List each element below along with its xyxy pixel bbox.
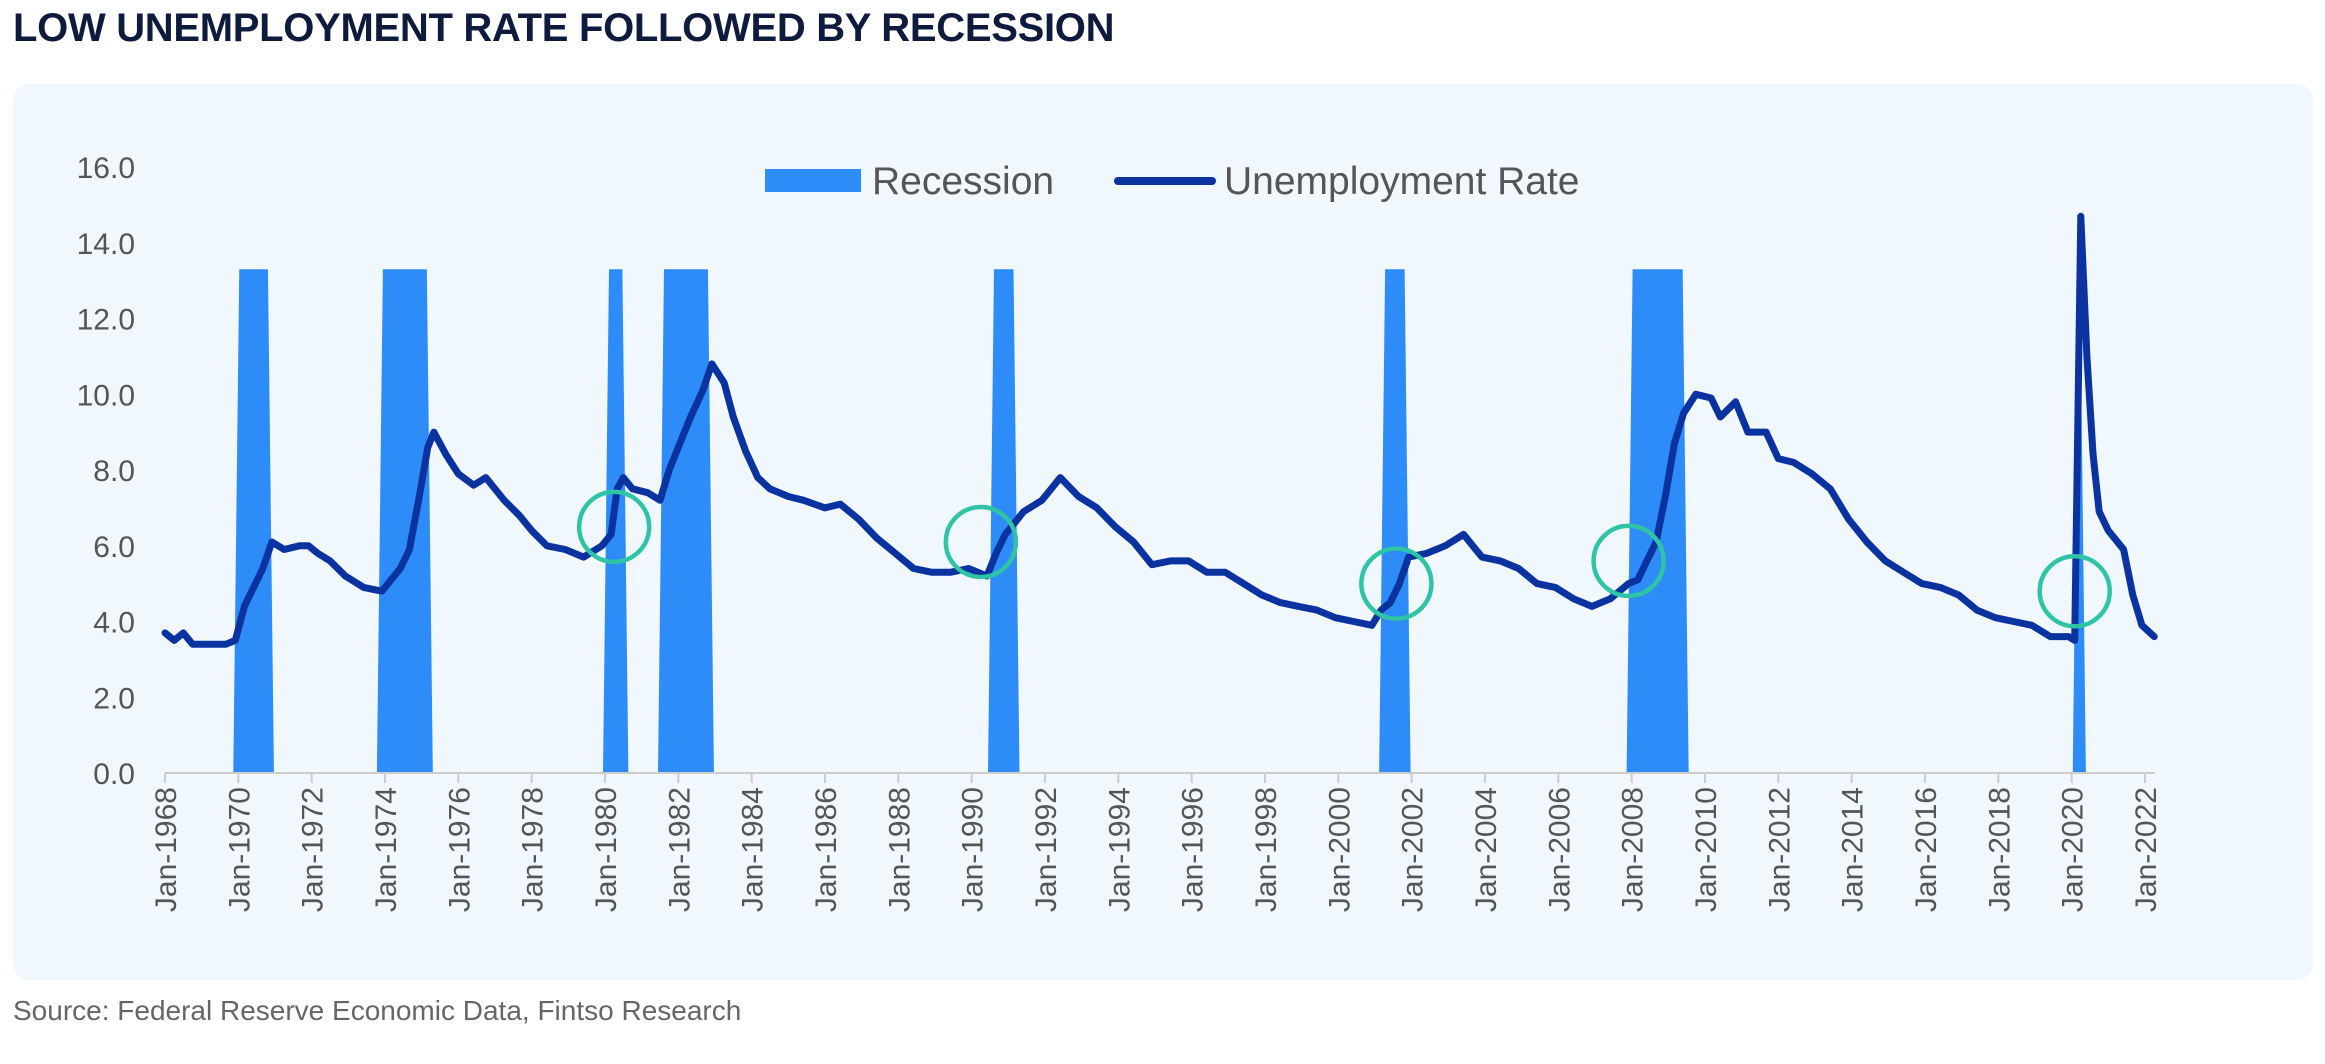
y-tick-label: 16.0 — [77, 152, 135, 185]
y-tick-label: 2.0 — [93, 682, 135, 715]
x-tick-label: Jan-2012 — [1763, 787, 1796, 912]
y-tick-label: 4.0 — [93, 607, 135, 640]
x-tick-label: Jan-1994 — [1103, 787, 1136, 912]
x-tick-label: Jan-1990 — [957, 787, 990, 912]
x-tick-label: Jan-2016 — [1910, 787, 1943, 912]
y-tick-label: 10.0 — [77, 379, 135, 412]
low-point-circle — [943, 504, 1019, 580]
recession-bar — [1379, 269, 1411, 773]
unemployment-rate-line — [161, 212, 2158, 648]
x-tick-label: Jan-1982 — [663, 787, 696, 912]
x-tick-label: Jan-2006 — [1543, 787, 1576, 912]
legend-recession-label: Recession — [872, 160, 1054, 203]
y-tick-label: 14.0 — [77, 228, 135, 261]
x-tick-label: Jan-2010 — [1690, 787, 1723, 912]
x-tick-label: Jan-1986 — [810, 787, 843, 912]
x-tick-label: Jan-1984 — [737, 787, 770, 912]
recession-bars — [233, 269, 2086, 773]
y-tick-label: 6.0 — [93, 531, 135, 564]
x-tick-label: Jan-1998 — [1250, 787, 1283, 912]
x-tick-label: Jan-2002 — [1397, 787, 1430, 912]
y-axis-ticks: 0.0 2.0 4.0 6.0 8.0 10.0 12.0 14.0 16.0 — [77, 152, 135, 791]
x-tick-label: Jan-2008 — [1617, 787, 1650, 912]
x-tick-label: Jan-1974 — [370, 787, 403, 912]
x-tick-label: Jan-1968 — [150, 787, 183, 912]
low-point-circle — [2037, 553, 2112, 629]
x-tick-label: Jan-1996 — [1177, 787, 1210, 912]
x-tick-label: Jan-1992 — [1030, 787, 1063, 912]
low-point-circle — [1591, 523, 1666, 599]
x-tick-label: Jan-2014 — [1837, 787, 1870, 912]
recession-bar — [376, 269, 433, 773]
x-tick-label: Jan-1980 — [590, 787, 623, 912]
x-tick-label: Jan-2000 — [1323, 787, 1356, 912]
y-tick-label: 12.0 — [77, 304, 135, 337]
unemployment-recession-chart: 0.0 2.0 4.0 6.0 8.0 10.0 12.0 14.0 16.0 Jan-1968… — [77, 152, 2163, 912]
x-tick-label: Jan-1978 — [517, 787, 550, 912]
chart-legend: Recession Unemployment Rate — [765, 160, 1580, 203]
recession-bar — [233, 269, 274, 773]
y-tick-label: 8.0 — [93, 455, 135, 488]
x-tick-label: Jan-2022 — [2130, 787, 2163, 912]
page-title: LOW UNEMPLOYMENT RATE FOLLOWED BY RECESS… — [13, 6, 1115, 50]
x-tick-label: Jan-1970 — [223, 787, 256, 912]
x-tick-label: Jan-1972 — [297, 787, 330, 912]
x-tick-label: Jan-2004 — [1470, 787, 1503, 912]
legend-unemployment-label: Unemployment Rate — [1224, 160, 1580, 203]
x-tick-label: Jan-2018 — [1983, 787, 2016, 912]
legend-recession-swatch — [765, 169, 861, 192]
low-point-markers — [576, 489, 2112, 629]
x-tick-label: Jan-1976 — [443, 787, 476, 912]
recession-bar — [658, 269, 714, 773]
x-tick-label: Jan-2020 — [2057, 787, 2090, 912]
recession-bar — [988, 269, 1020, 773]
x-axis: Jan-1968 Jan-1970 Jan-1972 Jan-1974 Jan-1976… — [150, 772, 2163, 912]
low-point-circle — [1359, 546, 1434, 621]
source-note: Source: Federal Reserve Economic Data, F… — [13, 995, 742, 1026]
low-point-circle — [576, 489, 652, 565]
x-tick-label: Jan-1988 — [883, 787, 916, 912]
y-tick-label: 0.0 — [93, 758, 135, 791]
